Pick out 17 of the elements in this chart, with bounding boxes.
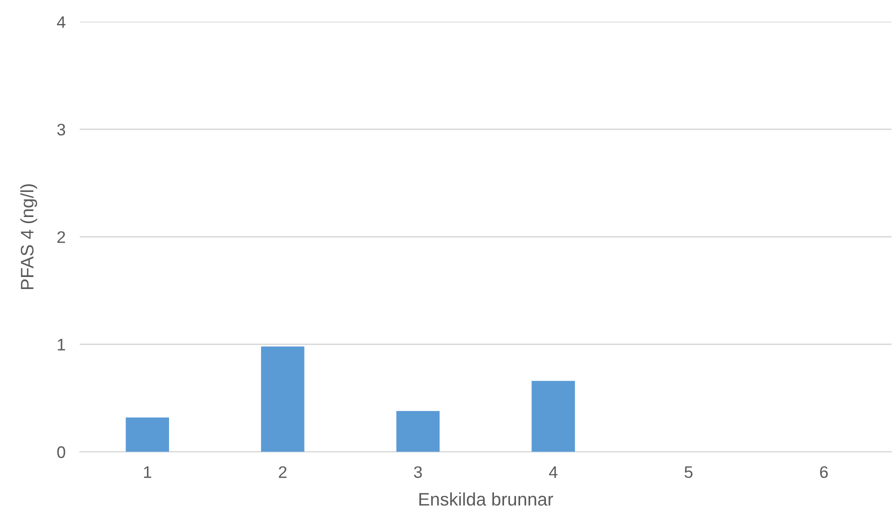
bar [396, 411, 440, 452]
x-tick-label: 4 [549, 466, 558, 478]
y-tick-label: 4 [56, 16, 66, 28]
bar [261, 346, 304, 452]
y-tick-label: 2 [57, 231, 66, 243]
x-axis-title: Enskilda brunnar [419, 492, 554, 506]
y-tick-label: 1 [58, 338, 66, 350]
y-tick-label: 3 [57, 124, 66, 136]
x-tick-label: 2 [278, 466, 286, 478]
x-tick-label: 5 [684, 466, 693, 478]
bar [126, 417, 170, 452]
x-tick-label: 6 [820, 466, 828, 478]
y-tick-label: 0 [57, 446, 66, 458]
y-axis-title: PFAS 4 (ng/l) [20, 184, 38, 290]
x-tick-label: 1 [144, 466, 152, 478]
x-tick-label: 3 [414, 466, 422, 478]
bar [532, 380, 575, 452]
